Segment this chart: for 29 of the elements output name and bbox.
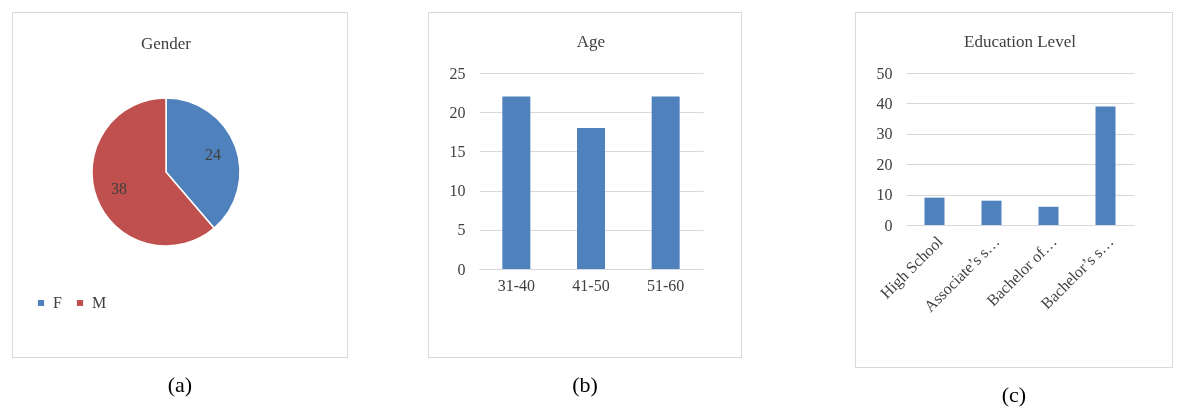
chart-title: Gender [140,34,192,53]
y-tick-label: 25 [449,64,466,82]
text: (a) [166,372,194,398]
y-tick-label: 20 [876,155,893,173]
text: (c) [1000,382,1028,408]
bar [924,197,945,225]
data-label: 24 [204,145,221,163]
y-tick-label: 40 [876,94,893,112]
chart-title: Education Level [964,32,1077,51]
y-tick-label: 30 [876,125,893,143]
y-tick-label: 10 [449,182,466,200]
y-tick-label: 50 [876,64,893,82]
y-tick-label: 5 [457,221,466,239]
legend-label: M [92,294,107,311]
x-tick-label: 31-40 [497,276,535,294]
y-tick-label: 10 [876,186,893,204]
x-tick-label: 41-50 [572,276,610,294]
text: (b) [571,372,599,398]
legend-label: F [53,294,62,311]
x-tick-label: 51-60 [647,276,685,294]
y-tick-label: 0 [884,216,893,234]
chart-title: Age [576,32,606,51]
y-tick-label: 20 [449,103,466,121]
y-tick-label: 0 [457,260,466,278]
bar [1038,206,1059,225]
y-tick-label: 15 [449,142,466,160]
bar [1095,106,1116,225]
bar [981,200,1002,225]
data-label: 38 [111,180,128,198]
